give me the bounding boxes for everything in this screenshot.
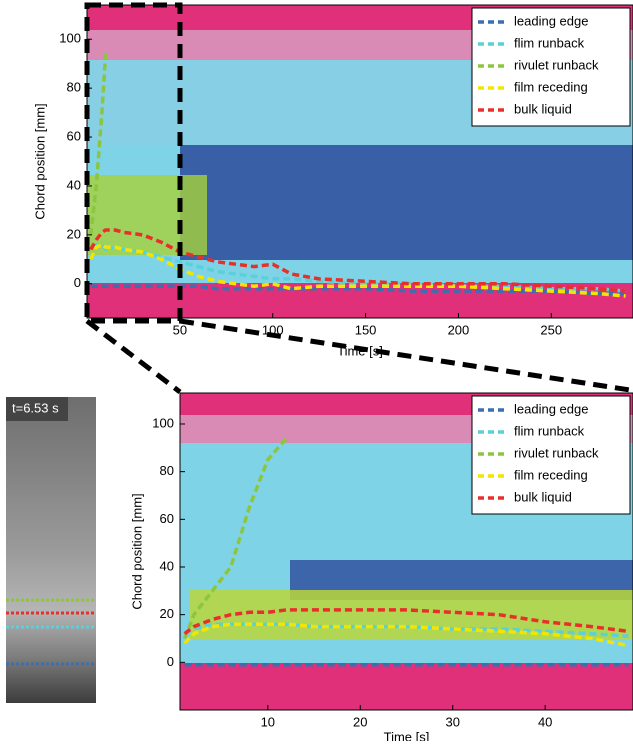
legend-label: bulk liquid xyxy=(514,101,572,116)
y-axis-label: Chord position [mm] xyxy=(129,493,144,609)
legend-label: bulk liquid xyxy=(514,489,572,504)
y-tick-label: 20 xyxy=(67,226,81,241)
x-tick-label: 20 xyxy=(353,714,367,729)
data-line xyxy=(90,284,626,296)
y-tick-label: 60 xyxy=(67,128,81,143)
legend-label: leading edge xyxy=(514,13,588,28)
y-tick-label: 0 xyxy=(167,654,174,669)
legend-label: flim runback xyxy=(514,35,585,50)
y-axis-label: Chord position [mm] xyxy=(32,103,47,219)
data-line xyxy=(89,242,626,298)
y-tick-label: 80 xyxy=(160,463,174,478)
chart: 0 20 40 60 80 100 10 20 30 40 Time [s] Chord positi… xyxy=(129,392,633,744)
x-tick-label: 30 xyxy=(445,714,459,729)
y-tick-label: 0 xyxy=(74,275,81,290)
data-line xyxy=(182,437,288,640)
photo-inset: t=6.53 s xyxy=(6,397,96,703)
legend-label: rivulet runback xyxy=(514,445,599,460)
inset-label: t=6.53 s xyxy=(12,400,59,415)
x-tick-label: 200 xyxy=(448,322,470,337)
y-tick-label: 40 xyxy=(67,177,81,192)
x-tick-label: 250 xyxy=(540,322,562,337)
y-tick-label: 100 xyxy=(152,415,174,430)
legend-label: film receding xyxy=(514,467,588,482)
x-axis-label: Time [s] xyxy=(384,729,430,741)
x-tick-label: 150 xyxy=(355,322,377,337)
x-tick-label: 50 xyxy=(173,322,187,337)
legend-label: leading edge xyxy=(514,401,588,416)
y-tick-label: 20 xyxy=(160,606,174,621)
data-line xyxy=(88,53,108,236)
y-tick-label: 40 xyxy=(160,558,174,573)
x-tick-label: 10 xyxy=(261,714,275,729)
zoom-indicator xyxy=(84,2,631,394)
data-line xyxy=(89,228,626,293)
data-line xyxy=(183,608,629,636)
y-tick-label: 80 xyxy=(67,80,81,95)
y-tick-label: 60 xyxy=(160,511,174,526)
legend-label: rivulet runback xyxy=(514,57,599,72)
legend-label: flim runback xyxy=(514,423,585,438)
data-line xyxy=(183,622,629,648)
plot-frame xyxy=(179,392,633,711)
x-tick-label: 40 xyxy=(538,714,552,729)
legend-label: film receding xyxy=(514,79,588,94)
y-tick-label: 100 xyxy=(59,31,81,46)
